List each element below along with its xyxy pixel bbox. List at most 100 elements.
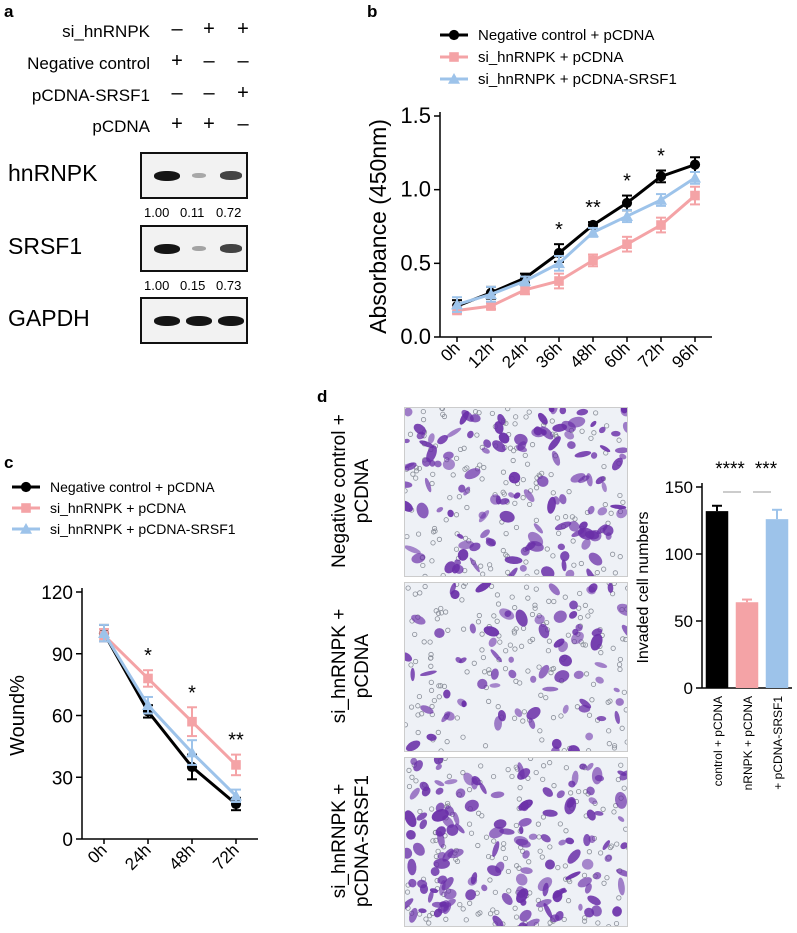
stained-cell [590, 420, 597, 428]
stained-cell [416, 502, 429, 519]
stained-cell [599, 445, 611, 453]
membrane-pore [524, 461, 531, 467]
membrane-pore [510, 448, 517, 454]
membrane-pore [466, 787, 473, 793]
x-tick-label: si_hnRNPK + pCDNA [741, 696, 755, 790]
stained-cell [409, 907, 418, 923]
data-point [21, 503, 31, 513]
stained-cell [596, 524, 608, 535]
membrane-pore [500, 469, 507, 475]
membrane-pore [563, 828, 569, 834]
membrane-pore [477, 910, 483, 916]
stained-cell [555, 910, 564, 921]
membrane-pore [512, 905, 518, 911]
membrane-pore [506, 888, 512, 894]
membrane-pore [526, 409, 532, 415]
membrane-pore [534, 569, 540, 575]
membrane-pore [565, 632, 571, 638]
significance-mark: ** [228, 730, 244, 752]
membrane-pore [577, 590, 583, 597]
membrane-pore [586, 849, 592, 855]
membrane-pore [571, 562, 577, 568]
stained-cell [542, 686, 559, 692]
membrane-pore [430, 838, 436, 844]
membrane-pore [533, 586, 539, 592]
membrane-pore [459, 597, 465, 603]
stained-cell [586, 809, 596, 821]
stained-cell [499, 608, 515, 620]
significance-mark: *** [755, 459, 778, 480]
membrane-pore [462, 583, 468, 586]
stained-cell [619, 770, 627, 781]
stained-cell [586, 786, 595, 796]
membrane-pore [467, 900, 473, 906]
membrane-pore [606, 741, 612, 747]
stained-cell [441, 876, 454, 891]
stained-cell [569, 611, 578, 619]
membrane-pore [491, 613, 497, 619]
stained-cell [405, 545, 421, 554]
stained-cell [528, 833, 538, 840]
membrane-pore [443, 609, 449, 615]
stained-cell [455, 657, 462, 664]
stained-cell [579, 763, 587, 770]
membrane-pore [611, 583, 617, 587]
stained-cell [455, 788, 466, 798]
membrane-pore [608, 510, 614, 516]
membrane-pore [516, 796, 522, 802]
stained-cell [458, 540, 474, 550]
blot-image [140, 152, 248, 199]
membrane-pore [428, 663, 434, 669]
stained-cell [538, 623, 550, 639]
bar [705, 511, 729, 688]
condition-label: pCDNA [92, 117, 150, 136]
membrane-pore [405, 585, 411, 591]
membrane-pore [624, 739, 627, 745]
membrane-pore [585, 748, 592, 751]
membrane-pore [513, 914, 520, 920]
stained-cell [409, 787, 420, 800]
stained-cell [481, 447, 490, 454]
stained-cell [575, 623, 583, 632]
membrane-pore [475, 842, 481, 849]
membrane-pore [525, 595, 531, 601]
series-line [456, 176, 696, 307]
stained-cell [595, 476, 606, 485]
membrane-pore [453, 512, 460, 518]
stained-cell [565, 837, 575, 845]
membrane-pore [413, 475, 419, 481]
data-point [20, 523, 32, 534]
data-point [485, 288, 497, 300]
stained-cell [544, 859, 555, 870]
membrane-pore [533, 769, 539, 776]
stained-cell [405, 481, 413, 488]
membrane-pore [511, 630, 518, 636]
stained-cell [490, 791, 505, 799]
significance-mark: * [144, 645, 152, 667]
stained-cell [615, 791, 627, 809]
stained-cell [516, 886, 526, 898]
stained-cell [452, 811, 460, 825]
membrane-pore [464, 465, 470, 471]
membrane-pore [481, 464, 487, 471]
membrane-pore [605, 699, 611, 705]
stained-cell [518, 826, 524, 835]
x-tick-label: 72h [209, 840, 242, 873]
membrane-pore [427, 639, 433, 645]
data-point [143, 673, 153, 684]
stained-cell [469, 557, 480, 573]
membrane-pore [520, 718, 526, 724]
membrane-pore [511, 628, 517, 634]
membrane-pore [500, 845, 506, 852]
membrane-pore [620, 636, 626, 642]
membrane-pore [443, 916, 449, 922]
row-label-line: pCDNA [352, 458, 373, 524]
stained-cell [489, 683, 501, 688]
chart-b-absorbance: Negative control + pCDNA si_hnRNPK + pCDN… [365, 27, 712, 372]
stained-cell [457, 549, 469, 561]
membrane-pore [489, 854, 495, 861]
stained-cell [533, 523, 543, 534]
membrane-pore [540, 763, 547, 769]
membrane-pore [601, 463, 607, 470]
membrane-pore [433, 608, 439, 614]
